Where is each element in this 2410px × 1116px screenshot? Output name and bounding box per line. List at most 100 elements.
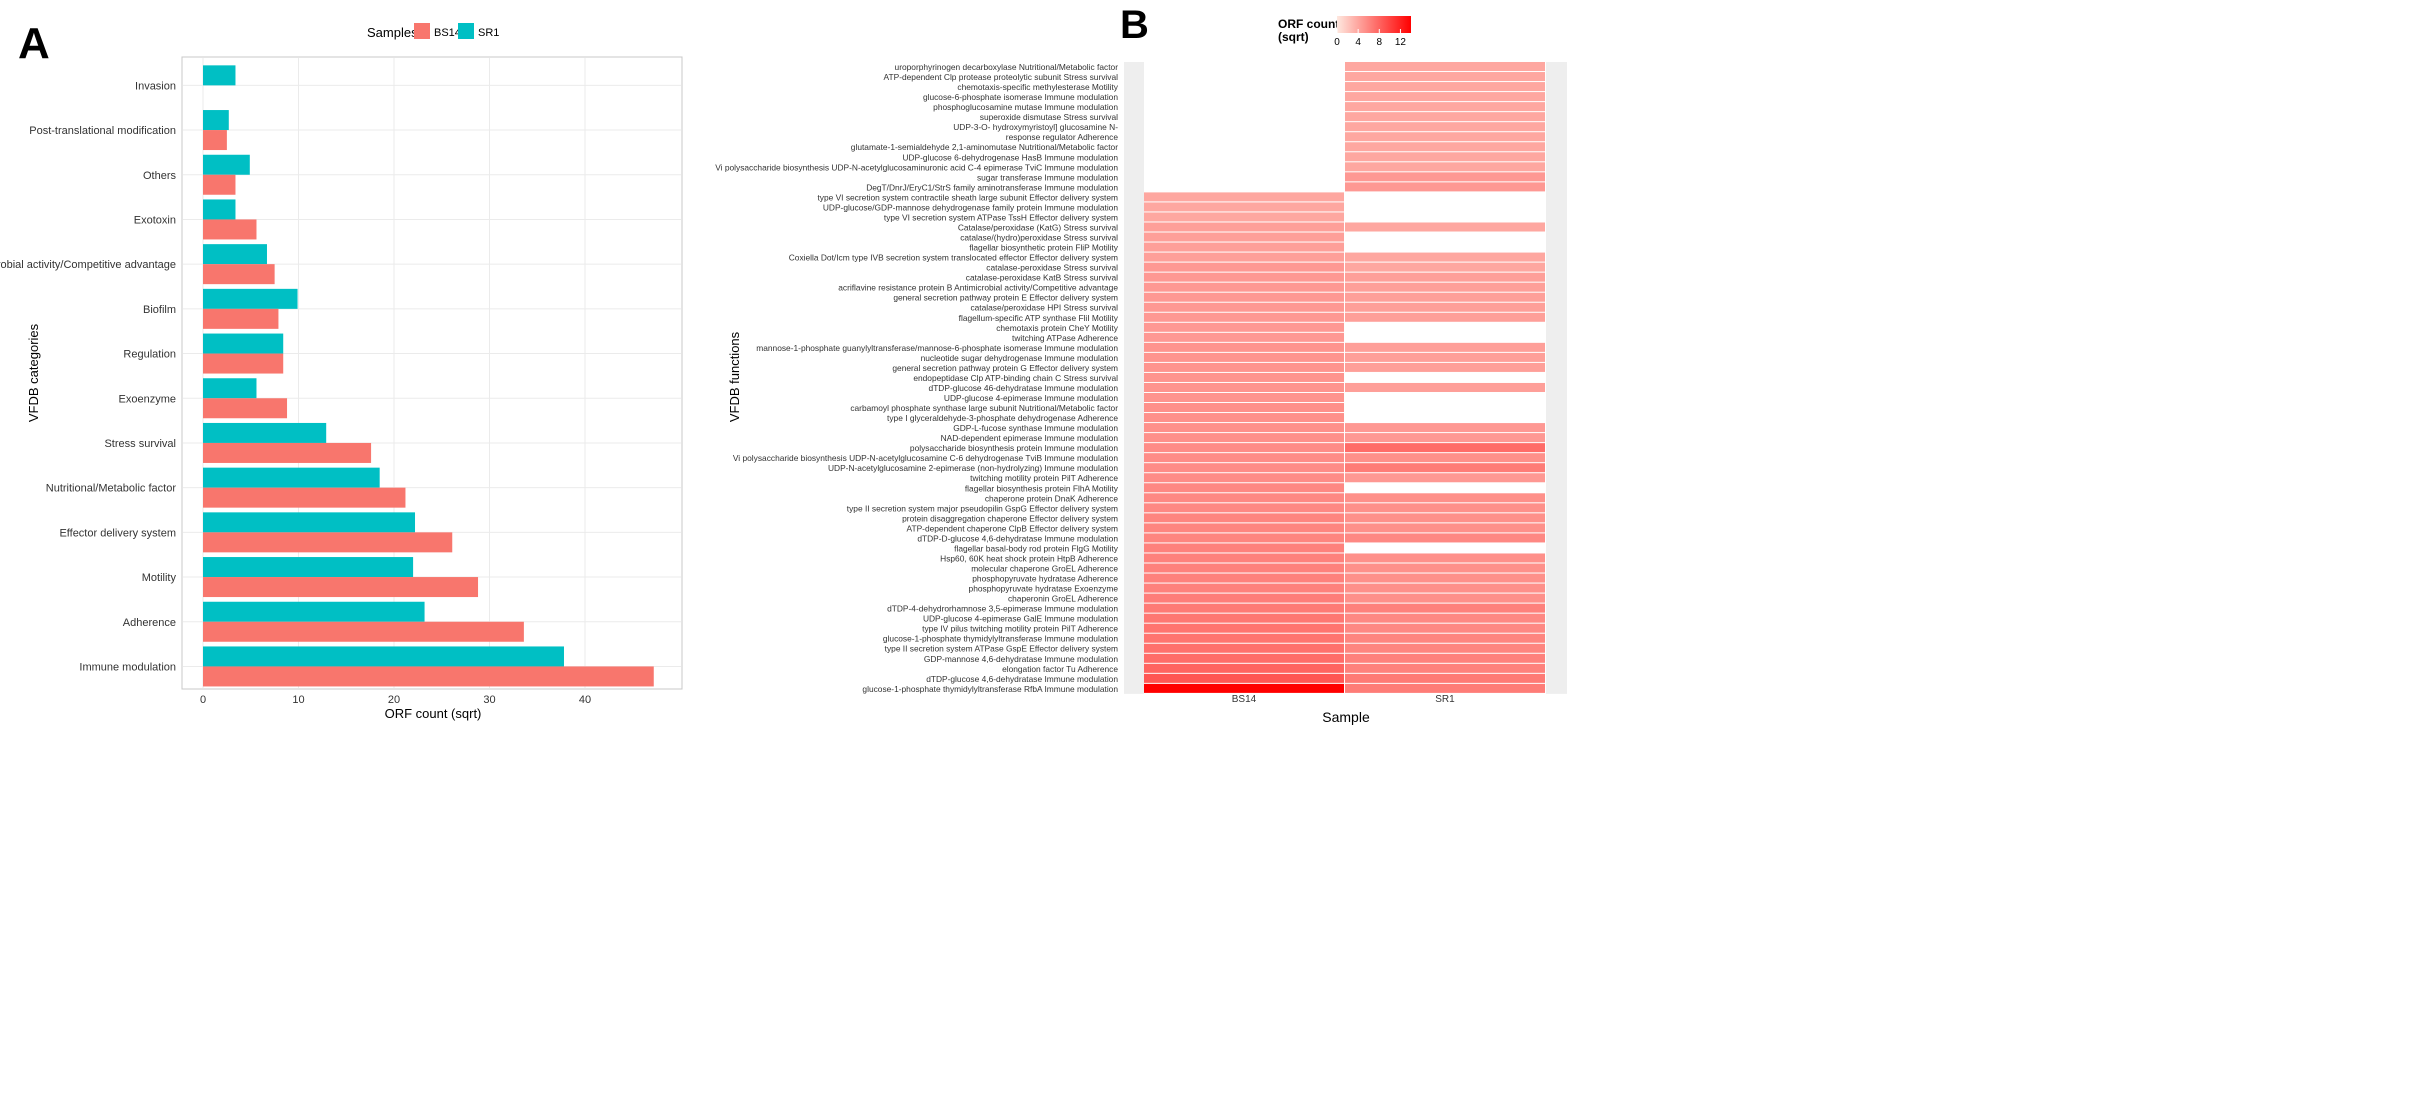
heatmap-tile-sr1 (1345, 382, 1545, 392)
colorbar-ticks: 0 4 8 12 (1334, 29, 1406, 48)
heatmap-tile-sr1 (1345, 102, 1545, 112)
heatmap-row-label: dTDP-4-dehydrorhamnose 3,5-epimerase Imm… (887, 604, 1118, 614)
heatmap-tile-bs14 (1144, 272, 1344, 282)
y-tick-label: Antimicrobial activity/Competitive advan… (0, 259, 176, 271)
heatmap-tile-bs14 (1144, 593, 1344, 603)
heatmap-row-label: flagellar basal-body rod protein FlgG Mo… (954, 543, 1119, 553)
heatmap-row-label: catalase/peroxidase HPI Stress survival (970, 303, 1118, 313)
heatmap-tile-bs14 (1144, 683, 1344, 693)
heatmap-tile-sr1 (1345, 663, 1545, 673)
heatmap-tile-bs14 (1144, 553, 1344, 563)
heatmap-tile-sr1 (1345, 352, 1545, 362)
bars (203, 65, 654, 687)
heatmap-tile-bs14 (1144, 382, 1344, 392)
heatmap-tile-bs14 (1144, 222, 1344, 232)
heatmap-tile-sr1 (1345, 282, 1545, 292)
heatmap-tile-bs14 (1144, 192, 1344, 202)
heatmap-tile-bs14 (1144, 583, 1344, 593)
heatmap-y-axis-title: VFDB functions (727, 331, 742, 422)
bar-bs14 (203, 398, 288, 419)
heatmap-row-label: type VI secretion system contractile she… (817, 192, 1118, 202)
heatmap-tile-bs14 (1144, 403, 1344, 413)
heatmap-tile-sr1 (1345, 653, 1545, 663)
heatmap-tile-bs14 (1144, 352, 1344, 362)
heatmap-row-label: NAD-dependent epimerase Immune modulatio… (941, 433, 1119, 443)
heatmap-row-label: Catalase/peroxidase (KatG) Stress surviv… (958, 222, 1118, 232)
heatmap-row-label: catalase-peroxidase Stress survival (986, 263, 1118, 273)
x-axis-title: ORF count (sqrt) (385, 706, 482, 721)
heatmap-row-label: twitching ATPase Adherence (1012, 333, 1118, 343)
heatmap-tile-bs14 (1144, 212, 1344, 222)
heatmap-tile-sr1 (1345, 533, 1545, 543)
heatmap-tile-sr1 (1345, 593, 1545, 603)
heatmap-tile-sr1 (1345, 453, 1545, 463)
heatmap-tile-bs14 (1144, 342, 1344, 352)
colorbar-tick-label: 4 (1355, 37, 1361, 48)
heatmap-tile-bs14 (1144, 543, 1344, 553)
heatmap-row-label: flagellar biosynthetic protein FliP Moti… (969, 243, 1119, 253)
colorbar-tick-label: 12 (1395, 37, 1407, 48)
colorbar-tick-label: 8 (1377, 37, 1383, 48)
legend-title-line2: (sqrt) (1278, 30, 1309, 44)
heatmap-tiles (1124, 62, 1567, 694)
bar-sr1 (203, 110, 229, 131)
legend-title: Samples (367, 25, 418, 40)
heatmap-row-label: twitching motility protein PilT Adherenc… (970, 473, 1118, 483)
heatmap-row-label: acriflavine resistance protein B Antimic… (838, 283, 1118, 293)
heatmap-tile-bs14 (1144, 332, 1344, 342)
legend-title-line1: ORF count (1278, 17, 1339, 31)
heatmap-tile-bs14 (1144, 653, 1344, 663)
x-tick-label: 30 (483, 694, 495, 706)
legend-swatch-sr1 (458, 23, 474, 39)
bar-bs14 (203, 577, 479, 598)
heatmap-tile-bs14 (1144, 423, 1344, 433)
heatmap-row-label: dTDP-glucose 46-dehydratase Immune modul… (929, 383, 1119, 393)
heatmap-row-label: GDP-L-fucose synthase Immune modulation (953, 423, 1118, 433)
heatmap-tile-bs14 (1144, 392, 1344, 403)
y-tick-label: Stress survival (104, 438, 176, 450)
heatmap-tile-sr1 (1345, 503, 1545, 513)
bar-bs14 (203, 666, 654, 687)
heatmap-tile-bs14 (1144, 362, 1344, 372)
heatmap-tile-sr1 (1345, 513, 1545, 523)
bar-sr1 (203, 601, 425, 622)
heatmap-tile-sr1 (1345, 603, 1545, 613)
heatmap-tile-bs14 (1144, 312, 1344, 322)
bar-bs14 (203, 353, 284, 374)
na-strip-left (1124, 62, 1144, 694)
heatmap-row-label: phosphopyruvate hydratase Adherence (972, 574, 1118, 584)
bar-sr1 (203, 512, 416, 533)
panel-label-a: A (18, 19, 50, 68)
y-tick-label: Exoenzyme (119, 393, 176, 405)
bar-bs14 (203, 621, 524, 642)
bar-bs14 (203, 487, 406, 508)
bar-bs14 (203, 130, 227, 151)
y-tick-labels: Invasion Post-translational modification O… (0, 80, 176, 673)
heatmap-tile-bs14 (1144, 483, 1344, 493)
heatmap-tile-bs14 (1144, 473, 1344, 483)
heatmap-row-label: phosphoglucosamine mutase Immune modulat… (933, 102, 1118, 112)
heatmap-row-label: polysaccharide biosynthesis protein Immu… (910, 443, 1118, 453)
heatmap-tile-bs14 (1144, 623, 1344, 633)
bar-sr1 (203, 557, 414, 578)
bar-sr1 (203, 646, 564, 667)
heatmap-tile-bs14 (1144, 663, 1344, 673)
heatmap-tile-bs14 (1144, 413, 1344, 423)
heatmap-tile-sr1 (1345, 583, 1545, 593)
heatmap-tile-bs14 (1144, 433, 1344, 443)
heatmap-tile-bs14 (1144, 252, 1344, 262)
bar-sr1 (203, 333, 284, 354)
heatmap-tile-sr1 (1345, 633, 1545, 643)
x-tick-labels: 0 10 20 30 40 (200, 694, 591, 706)
heatmap-row-label: endopeptidase Clp ATP-binding chain C St… (913, 373, 1118, 383)
heatmap-row-label: UDP-N-acetylglucosamine 2-epimerase (non… (828, 463, 1118, 473)
y-tick-label: Effector delivery system (59, 527, 176, 539)
heatmap-row-label: GDP-mannose 4,6-dehydratase Immune modul… (924, 654, 1118, 664)
heatmap-tile-bs14 (1144, 372, 1344, 382)
bar-bs14 (203, 308, 279, 329)
heatmap-row-label: type I glyceraldehyde-3-phosphate dehydr… (887, 413, 1118, 423)
bar-sr1 (203, 199, 236, 220)
heatmap-tile-sr1 (1345, 493, 1545, 503)
heatmap-row-label: mannose-1-phosphate guanylyltransferase/… (756, 343, 1118, 353)
heatmap-tile-sr1 (1345, 82, 1545, 92)
